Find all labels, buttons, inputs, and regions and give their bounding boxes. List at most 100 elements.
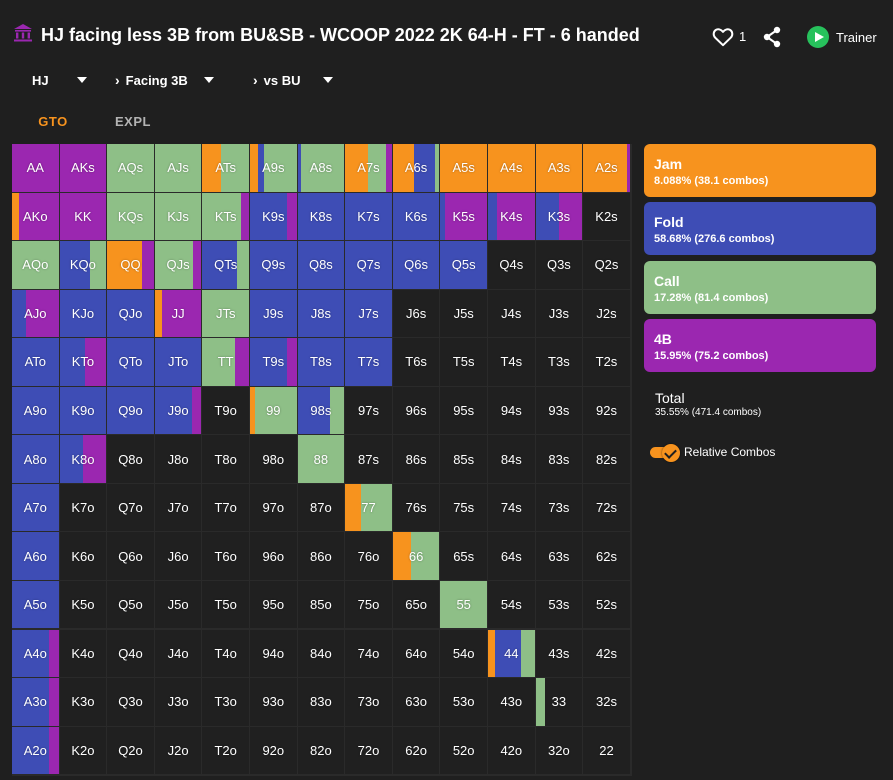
hand-cell-65o[interactable]: 65o	[392, 580, 440, 629]
hand-cell-73o[interactable]: 73o	[345, 678, 392, 726]
hand-cell-92o[interactable]: 92o	[250, 726, 297, 775]
share-icon[interactable]	[762, 26, 782, 48]
legend-4b[interactable]: 4B 15.95% (75.2 combos)	[644, 319, 876, 372]
hand-cell-74s[interactable]: 74s	[488, 483, 535, 532]
hand-cell-95s[interactable]: 95s	[440, 386, 487, 435]
hand-cell-T8s[interactable]: T8s	[297, 338, 345, 386]
hand-cell-Q7s[interactable]: Q7s	[345, 241, 392, 289]
hand-cell-Q4s[interactable]: Q4s	[488, 241, 535, 289]
hand-cell-J7s[interactable]: J7s	[345, 289, 392, 338]
hand-cell-JTs[interactable]: JTs	[202, 289, 249, 338]
hand-cell-98s[interactable]: 98s	[297, 386, 345, 435]
hand-cell-J8o[interactable]: J8o	[154, 435, 202, 483]
hand-cell-62s[interactable]: 62s	[583, 532, 630, 580]
hand-cell-85o[interactable]: 85o	[297, 580, 345, 629]
hand-cell-64o[interactable]: 64o	[392, 629, 440, 678]
hand-cell-53s[interactable]: 53s	[535, 580, 583, 629]
hand-cell-T9s[interactable]: T9s	[250, 338, 297, 386]
hand-cell-A8s[interactable]: A8s	[297, 144, 345, 192]
hand-cell-Q7o[interactable]: Q7o	[107, 483, 154, 532]
hand-cell-82o[interactable]: 82o	[297, 726, 345, 775]
tab-expl[interactable]: EXPL	[93, 108, 173, 148]
hand-cell-Q9s[interactable]: Q9s	[250, 241, 297, 289]
hand-cell-T5o[interactable]: T5o	[202, 580, 249, 629]
hand-cell-QTs[interactable]: QTs	[202, 241, 249, 289]
hand-cell-K3o[interactable]: K3o	[59, 678, 107, 726]
hand-cell-73s[interactable]: 73s	[535, 483, 583, 532]
hand-cell-KK[interactable]: KK	[59, 192, 107, 241]
hand-cell-T4s[interactable]: T4s	[488, 338, 535, 386]
hand-cell-22[interactable]: 22	[583, 726, 630, 775]
hand-cell-KQo[interactable]: KQo	[59, 241, 107, 289]
tab-gto[interactable]: GTO	[13, 108, 93, 148]
hand-cell-ATo[interactable]: ATo	[12, 338, 59, 386]
hand-cell-K8o[interactable]: K8o	[59, 435, 107, 483]
hand-cell-53o[interactable]: 53o	[440, 678, 487, 726]
hand-cell-Q5o[interactable]: Q5o	[107, 580, 154, 629]
hand-cell-J8s[interactable]: J8s	[297, 289, 345, 338]
hand-cell-K6s[interactable]: K6s	[392, 192, 440, 241]
hand-cell-JJ[interactable]: JJ	[154, 289, 202, 338]
hand-cell-87o[interactable]: 87o	[297, 483, 345, 532]
breadcrumb-action-dropdown[interactable]: › Facing 3B	[115, 66, 214, 94]
hand-cell-K4o[interactable]: K4o	[59, 629, 107, 678]
hand-cell-83s[interactable]: 83s	[535, 435, 583, 483]
hand-cell-KTo[interactable]: KTo	[59, 338, 107, 386]
hand-cell-T3s[interactable]: T3s	[535, 338, 583, 386]
hand-cell-86s[interactable]: 86s	[392, 435, 440, 483]
hand-cell-Q3s[interactable]: Q3s	[535, 241, 583, 289]
legend-call[interactable]: Call 17.28% (81.4 combos)	[644, 261, 876, 314]
hand-cell-54o[interactable]: 54o	[440, 629, 487, 678]
hand-cell-84o[interactable]: 84o	[297, 629, 345, 678]
hand-cell-T3o[interactable]: T3o	[202, 678, 249, 726]
hand-cell-52o[interactable]: 52o	[440, 726, 487, 775]
hand-cell-83o[interactable]: 83o	[297, 678, 345, 726]
hand-cell-82s[interactable]: 82s	[583, 435, 630, 483]
hand-cell-K5o[interactable]: K5o	[59, 580, 107, 629]
hand-cell-K3s[interactable]: K3s	[535, 192, 583, 241]
legend-fold[interactable]: Fold 58.68% (276.6 combos)	[644, 202, 876, 255]
hand-cell-Q2s[interactable]: Q2s	[583, 241, 630, 289]
hand-cell-96s[interactable]: 96s	[392, 386, 440, 435]
hand-cell-AKs[interactable]: AKs	[59, 144, 107, 192]
hand-cell-J2o[interactable]: J2o	[154, 726, 202, 775]
hand-cell-AA[interactable]: AA	[12, 144, 59, 192]
hand-cell-Q5s[interactable]: Q5s	[440, 241, 487, 289]
hand-cell-97s[interactable]: 97s	[345, 386, 392, 435]
hand-cell-T5s[interactable]: T5s	[440, 338, 487, 386]
hand-cell-93o[interactable]: 93o	[250, 678, 297, 726]
hand-cell-T7o[interactable]: T7o	[202, 483, 249, 532]
hand-cell-AQs[interactable]: AQs	[107, 144, 154, 192]
hand-cell-72s[interactable]: 72s	[583, 483, 630, 532]
hand-cell-Q8o[interactable]: Q8o	[107, 435, 154, 483]
hand-cell-T2o[interactable]: T2o	[202, 726, 249, 775]
hand-cell-76o[interactable]: 76o	[345, 532, 392, 580]
hand-cell-JTo[interactable]: JTo	[154, 338, 202, 386]
hand-cell-94o[interactable]: 94o	[250, 629, 297, 678]
breadcrumb-position-dropdown[interactable]: HJ	[32, 66, 87, 94]
hand-cell-J3o[interactable]: J3o	[154, 678, 202, 726]
hand-cell-K9o[interactable]: K9o	[59, 386, 107, 435]
hand-cell-Q2o[interactable]: Q2o	[107, 726, 154, 775]
hand-cell-KTs[interactable]: KTs	[202, 192, 249, 241]
heart-icon[interactable]	[712, 27, 734, 47]
hand-cell-QTo[interactable]: QTo	[107, 338, 154, 386]
hand-cell-42s[interactable]: 42s	[583, 629, 630, 678]
hand-cell-75s[interactable]: 75s	[440, 483, 487, 532]
trainer-button[interactable]: Trainer	[805, 25, 890, 51]
hand-cell-A3o[interactable]: A3o	[12, 678, 59, 726]
legend-jam[interactable]: Jam 8.088% (38.1 combos)	[644, 144, 876, 197]
hand-cell-A5o[interactable]: A5o	[12, 580, 59, 629]
hand-cell-T8o[interactable]: T8o	[202, 435, 249, 483]
hand-cell-J3s[interactable]: J3s	[535, 289, 583, 338]
hand-cell-A6s[interactable]: A6s	[392, 144, 440, 192]
hand-cell-J9s[interactable]: J9s	[250, 289, 297, 338]
hand-cell-99[interactable]: 99	[250, 386, 297, 435]
hand-cell-J5s[interactable]: J5s	[440, 289, 487, 338]
hand-cell-84s[interactable]: 84s	[488, 435, 535, 483]
hand-cell-QQ[interactable]: QQ	[107, 241, 154, 289]
hand-cell-95o[interactable]: 95o	[250, 580, 297, 629]
hand-cell-J2s[interactable]: J2s	[583, 289, 630, 338]
hand-cell-43o[interactable]: 43o	[488, 678, 535, 726]
hand-cell-44[interactable]: 44	[488, 629, 535, 678]
